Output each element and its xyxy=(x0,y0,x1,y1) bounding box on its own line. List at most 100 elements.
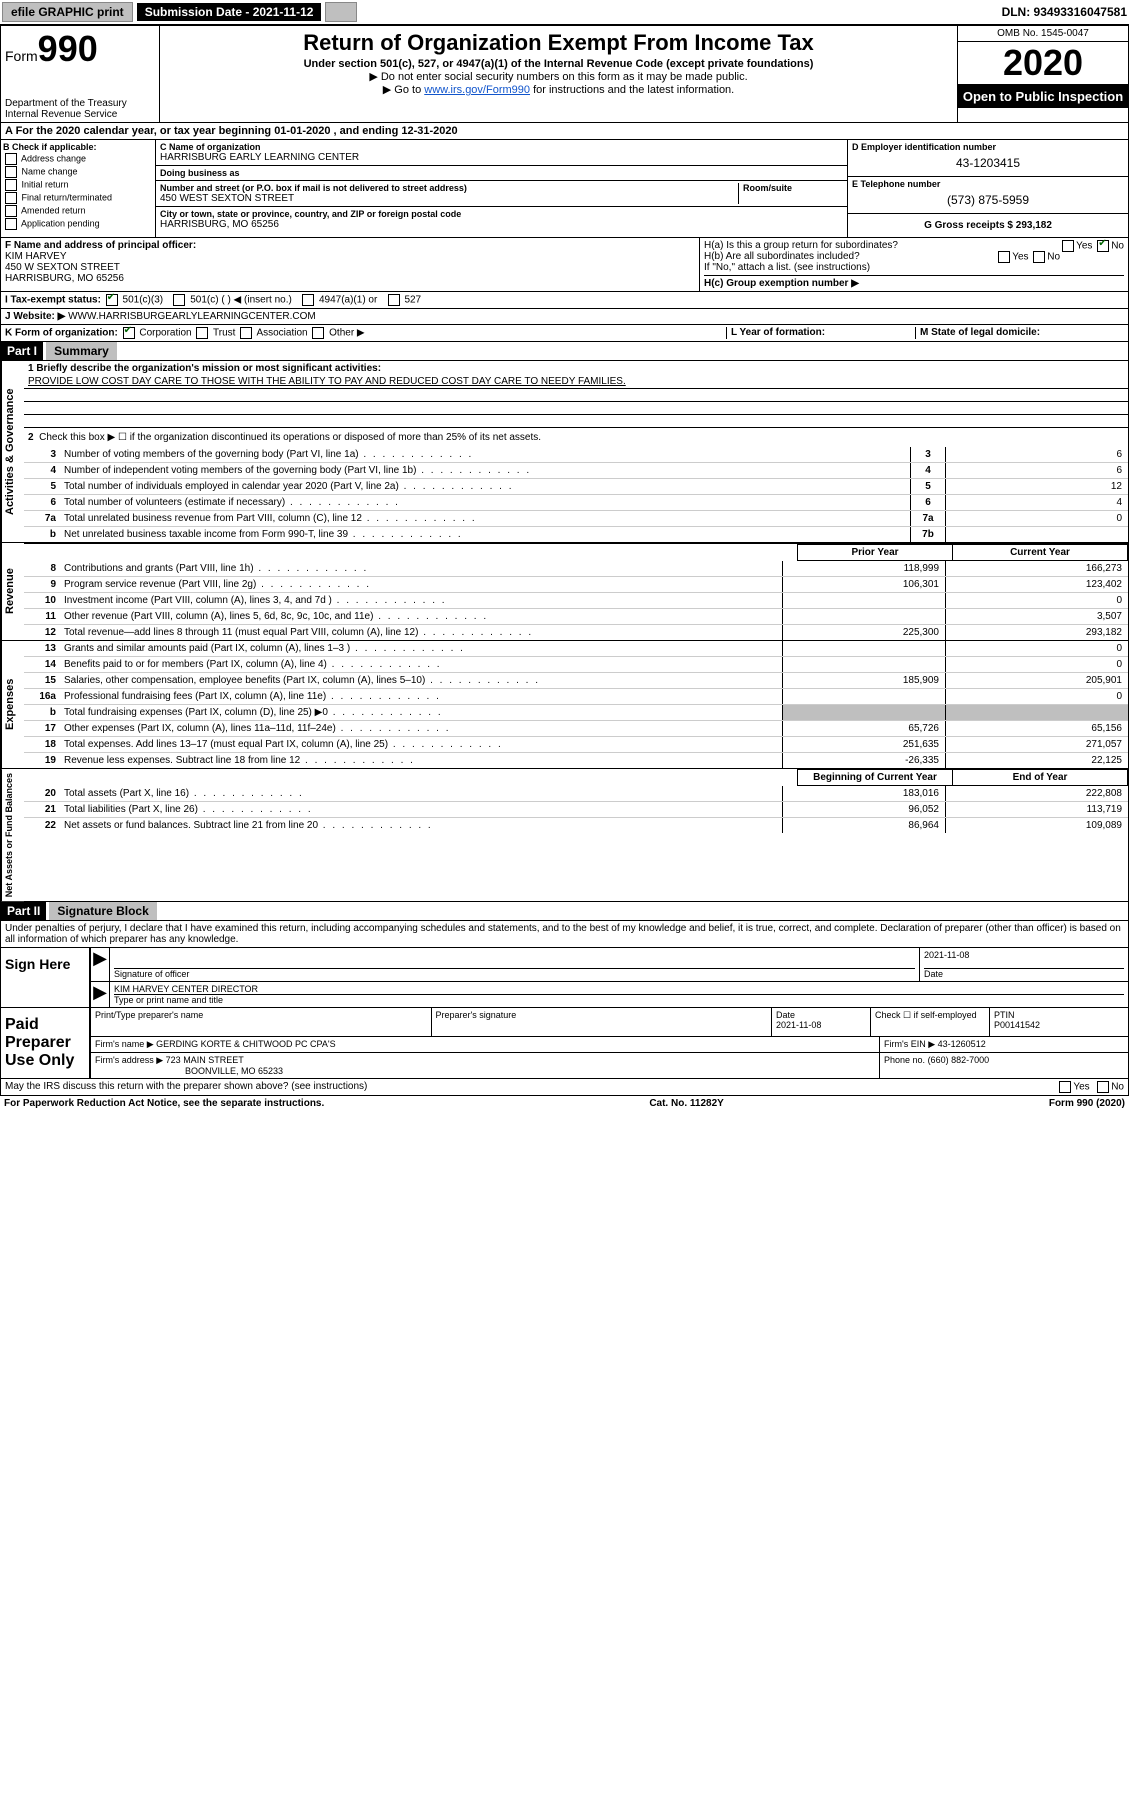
preparer-date-value: 2021-11-08 xyxy=(776,1020,866,1030)
discuss-question: May the IRS discuss this return with the… xyxy=(5,1081,1057,1093)
officer-addr1: 450 W SEXTON STREET xyxy=(5,262,695,273)
curr-val: 205,901 xyxy=(945,673,1128,688)
tax-year: 2020 xyxy=(958,42,1128,85)
ha-yes[interactable]: Yes xyxy=(1076,241,1092,252)
sign-here-block: Sign Here ▶ Signature of officer 2021-11… xyxy=(0,948,1129,1008)
cb-corp[interactable] xyxy=(123,327,135,339)
q1-label: 1 Briefly describe the organization's mi… xyxy=(28,363,381,374)
prior-val xyxy=(782,705,945,720)
form-subtitle: Under section 501(c), 527, or 4947(a)(1)… xyxy=(164,58,953,70)
line-num: 19 xyxy=(24,753,60,768)
dept-label: Department of the Treasury xyxy=(5,98,155,109)
line-desc: Total revenue—add lines 8 through 11 (mu… xyxy=(60,625,782,640)
hb-no[interactable]: No xyxy=(1047,252,1060,263)
line-num: 6 xyxy=(24,495,60,510)
curr-val: 109,089 xyxy=(945,818,1128,833)
prior-val: 225,300 xyxy=(782,625,945,640)
org-name-cell: C Name of organization HARRISBURG EARLY … xyxy=(156,140,847,166)
revenue-section: Revenue Prior Year Current Year 8Contrib… xyxy=(0,543,1129,641)
line-desc: Revenue less expenses. Subtract line 18 … xyxy=(60,753,782,768)
summary-line: 6Total number of volunteers (estimate if… xyxy=(24,494,1128,510)
officer-group-block: F Name and address of principal officer:… xyxy=(0,238,1129,292)
phone-label: E Telephone number xyxy=(852,179,1124,189)
ha-no[interactable]: No xyxy=(1111,241,1124,252)
summary-line: 22Net assets or fund balances. Subtract … xyxy=(24,817,1128,833)
opt-501c3: 501(c)(3) xyxy=(123,295,164,306)
city-cell: City or town, state or province, country… xyxy=(156,207,847,232)
expenses-section: Expenses 13Grants and similar amounts pa… xyxy=(0,641,1129,769)
discuss-no-cb[interactable] xyxy=(1097,1081,1109,1093)
line-desc: Other revenue (Part VIII, column (A), li… xyxy=(60,609,782,624)
mission-text: PROVIDE LOW COST DAY CARE TO THOSE WITH … xyxy=(24,376,1128,389)
line-desc: Total number of volunteers (estimate if … xyxy=(60,495,910,510)
summary-line: 18Total expenses. Add lines 13–17 (must … xyxy=(24,736,1128,752)
cb-application-pending[interactable]: Application pending xyxy=(3,218,153,230)
firm-phone-value: (660) 882-7000 xyxy=(928,1055,990,1065)
line-box: 4 xyxy=(910,463,945,478)
line-num: 21 xyxy=(24,802,60,817)
efile-print-button[interactable]: efile GRAPHIC print xyxy=(2,2,133,22)
cb-501c[interactable] xyxy=(173,294,185,306)
sig-name-value: KIM HARVEY CENTER DIRECTOR xyxy=(114,984,1124,994)
dln-text: DLN: 93493316047581 xyxy=(1002,5,1127,19)
opt-trust: Trust xyxy=(213,328,235,339)
website-value: WWW.HARRISBURGEARLYLEARNINGCENTER.COM xyxy=(68,311,316,322)
omb-number: OMB No. 1545-0047 xyxy=(958,26,1128,42)
opt-assoc: Association xyxy=(256,328,307,339)
cb-amended-return[interactable]: Amended return xyxy=(3,205,153,217)
curr-val: 0 xyxy=(945,689,1128,704)
summary-line: 7aTotal unrelated business revenue from … xyxy=(24,510,1128,526)
part1-body: Activities & Governance 1 Briefly descri… xyxy=(0,361,1129,543)
line-num: 18 xyxy=(24,737,60,752)
line-value: 6 xyxy=(945,463,1128,478)
summary-line: 11Other revenue (Part VIII, column (A), … xyxy=(24,608,1128,624)
cb-final-return[interactable]: Final return/terminated xyxy=(3,192,153,204)
form-header: Form990 Department of the Treasury Inter… xyxy=(0,25,1129,123)
cb-other[interactable] xyxy=(312,327,324,339)
row-k-label: K Form of organization: xyxy=(5,328,118,339)
hb-row: H(b) Are all subordinates included? Yes … xyxy=(704,251,1124,262)
line-num: 5 xyxy=(24,479,60,494)
line-box: 3 xyxy=(910,447,945,462)
line-num: 7a xyxy=(24,511,60,526)
street-cell: Number and street (or P.O. box if mail i… xyxy=(156,181,847,207)
firm-name-value: GERDING KORTE & CHITWOOD PC CPA'S xyxy=(156,1039,335,1049)
curr-val: 293,182 xyxy=(945,625,1128,640)
col-b-checkboxes: B Check if applicable: Address change Na… xyxy=(1,140,156,237)
prior-val xyxy=(782,641,945,656)
curr-val: 0 xyxy=(945,593,1128,608)
form-number: 990 xyxy=(38,28,98,69)
prior-val xyxy=(782,657,945,672)
line-num: 3 xyxy=(24,447,60,462)
self-employed-check[interactable]: Check ☐ if self-employed xyxy=(871,1008,990,1036)
phone-value: (573) 875-5959 xyxy=(852,189,1124,211)
cb-name-change[interactable]: Name change xyxy=(3,166,153,178)
line-num: 22 xyxy=(24,818,60,833)
cb-527[interactable] xyxy=(388,294,400,306)
prior-val: 183,016 xyxy=(782,786,945,801)
prior-val: 118,999 xyxy=(782,561,945,576)
cb-assoc[interactable] xyxy=(240,327,252,339)
discuss-yes: Yes xyxy=(1073,1082,1089,1093)
cb-501c3[interactable] xyxy=(106,294,118,306)
discuss-yes-cb[interactable] xyxy=(1059,1081,1071,1093)
summary-line: 13Grants and similar amounts paid (Part … xyxy=(24,641,1128,656)
hb-yes[interactable]: Yes xyxy=(1012,252,1028,263)
cb-4947[interactable] xyxy=(302,294,314,306)
summary-line: bTotal fundraising expenses (Part IX, co… xyxy=(24,704,1128,720)
cb-initial-return[interactable]: Initial return xyxy=(3,179,153,191)
cb-trust[interactable] xyxy=(196,327,208,339)
form990-link[interactable]: www.irs.gov/Form990 xyxy=(424,84,530,96)
part2-title: Signature Block xyxy=(49,902,156,920)
form-ref: Form 990 (2020) xyxy=(1049,1098,1125,1109)
sig-date-value: 2021-11-08 xyxy=(924,950,1124,968)
ha-label: H(a) Is this a group return for subordin… xyxy=(704,240,898,251)
cb-address-change[interactable]: Address change xyxy=(3,153,153,165)
line-desc: Total unrelated business revenue from Pa… xyxy=(60,511,910,526)
beg-year-header: Beginning of Current Year xyxy=(797,769,953,786)
summary-line: 12Total revenue—add lines 8 through 11 (… xyxy=(24,624,1128,640)
current-year-header: Current Year xyxy=(953,544,1128,561)
curr-val xyxy=(945,705,1128,720)
org-name-label: C Name of organization xyxy=(160,142,843,152)
line-num: 20 xyxy=(24,786,60,801)
